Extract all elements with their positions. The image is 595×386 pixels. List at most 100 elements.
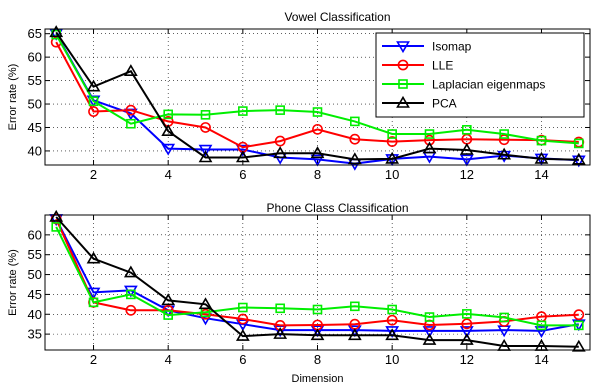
bottom-y-tick-label: 55 <box>28 247 42 262</box>
bottom-x-tick-label: 14 <box>534 352 548 367</box>
top-data-point-pca <box>86 79 101 92</box>
top-data-point-pca <box>571 152 586 165</box>
top-data-point-isomap <box>49 28 64 41</box>
top-data-point-laplacian-eigenmaps <box>424 129 435 139</box>
top-data-point-lle <box>424 134 435 146</box>
legend-swatch-marker <box>397 59 409 71</box>
top-data-point-laplacian-eigenmaps <box>387 129 397 139</box>
top-data-point-laplacian-eigenmaps <box>574 138 584 149</box>
top-y-tick-label: 55 <box>28 73 42 88</box>
top-x-tick-label: 6 <box>239 167 246 182</box>
bottom-data-point-laplacian-eigenmaps <box>51 222 61 232</box>
legend-label: LLE <box>432 59 453 73</box>
bottom-data-point-laplacian-eigenmaps <box>238 302 248 313</box>
top-data-point-pca <box>459 142 474 155</box>
bottom-data-point-pca <box>422 332 437 345</box>
top-data-point-pca <box>123 64 138 77</box>
bottom-data-point-pca <box>161 293 176 306</box>
top-y-tick-label: 60 <box>28 50 42 65</box>
top-x-tick-label: 4 <box>165 167 172 182</box>
top-series-isomap <box>49 28 586 171</box>
bottom-data-point-pca <box>347 328 362 341</box>
top-data-point-lle <box>274 135 286 147</box>
top-data-point-pca <box>497 147 512 160</box>
bottom-data-point-lle <box>125 304 137 316</box>
bottom-data-point-laplacian-eigenmaps <box>574 320 584 331</box>
top-y-tick-label: 50 <box>28 97 42 112</box>
bottom-y-tick-label: 50 <box>28 267 42 282</box>
top-data-point-isomap <box>86 95 101 108</box>
bottom-data-point-isomap <box>422 326 437 339</box>
bottom-y-axis-label: Error rate (%) <box>7 249 19 316</box>
bottom-data-point-lle <box>237 313 249 325</box>
bottom-x-tick-label: 4 <box>165 352 172 367</box>
bottom-data-point-pca <box>198 297 213 310</box>
bottom-data-point-laplacian-eigenmaps <box>275 303 285 314</box>
top-data-point-pca <box>273 146 288 159</box>
bottom-data-point-pca <box>86 251 101 264</box>
legend-entry-lle: LLE <box>382 59 453 73</box>
bottom-data-point-laplacian-eigenmaps <box>163 310 173 320</box>
bottom-y-tick-label: 60 <box>28 227 42 242</box>
top-y-tick-label: 40 <box>28 143 42 158</box>
top-data-point-isomap <box>198 144 213 157</box>
top-y-tick-label: 65 <box>28 26 42 41</box>
top-data-point-lle <box>498 134 510 146</box>
top-axes-frame <box>44 28 591 166</box>
bottom-data-point-pca <box>235 329 250 341</box>
top-data-point-isomap <box>459 154 474 167</box>
bottom-data-point-lle <box>573 309 585 321</box>
top-data-point-laplacian-eigenmaps <box>462 125 472 135</box>
bottom-series-lle <box>50 213 585 331</box>
top-y-axis-label: Error rate (%) <box>7 64 19 131</box>
bottom-data-point-isomap <box>534 326 549 339</box>
top-data-point-pca <box>235 150 250 163</box>
legend-label: PCA <box>432 97 457 111</box>
bottom-data-point-pca <box>459 332 474 345</box>
bottom-data-point-laplacian-eigenmaps <box>424 312 435 322</box>
bottom-x-axis-label: Dimension <box>292 373 344 385</box>
bottom-y-tick-label: 35 <box>28 327 42 342</box>
bottom-axes-frame <box>44 214 591 351</box>
bottom-data-point-laplacian-eigenmaps <box>312 304 323 315</box>
bottom-data-point-isomap <box>459 326 474 339</box>
top-data-point-laplacian-eigenmaps <box>536 135 547 146</box>
top-data-point-isomap <box>497 150 512 163</box>
bottom-data-point-laplacian-eigenmaps <box>350 301 360 312</box>
top-chart: 2 4 6 8 10 12 14 40 45 50 55 60 65 Vowel Classificati… <box>7 10 591 182</box>
top-data-point-laplacian-eigenmaps <box>312 107 323 117</box>
legend-label: Isomap <box>432 40 472 54</box>
top-data-point-pca <box>310 146 325 159</box>
bottom-data-point-isomap <box>385 326 400 339</box>
bottom-data-point-laplacian-eigenmaps <box>536 320 547 331</box>
top-data-point-laplacian-eigenmaps <box>275 105 285 115</box>
bottom-data-point-laplacian-eigenmaps <box>462 309 472 319</box>
top-x-tick-label: 2 <box>90 167 97 182</box>
top-data-point-laplacian-eigenmaps <box>88 96 99 107</box>
bottom-data-point-pca <box>310 328 325 341</box>
legend-entry-isomap: Isomap <box>382 40 472 54</box>
top-series-line-laplacian-eigenmaps <box>55 34 579 145</box>
top-data-point-laplacian-eigenmaps <box>126 118 136 129</box>
legend-swatch-marker <box>398 79 408 89</box>
bottom-data-point-laplacian-eigenmaps <box>499 312 509 323</box>
top-x-tick-label: 14 <box>534 167 548 182</box>
bottom-data-point-laplacian-eigenmaps <box>126 289 136 300</box>
top-x-tick-label: 12 <box>460 167 474 182</box>
top-data-point-isomap <box>571 155 586 168</box>
top-data-point-pca <box>49 25 64 38</box>
bottom-data-point-lle <box>461 318 473 330</box>
top-data-point-lle <box>200 122 211 133</box>
bottom-x-tick-label: 2 <box>90 352 97 367</box>
bottom-data-point-pca <box>571 339 586 352</box>
top-data-point-lle <box>88 106 99 117</box>
top-series-line-lle <box>55 41 579 149</box>
top-data-point-lle <box>386 136 398 147</box>
bottom-series-laplacian-eigenmaps <box>51 222 584 331</box>
bottom-x-tick-label: 6 <box>239 352 246 367</box>
top-data-point-isomap <box>310 154 325 167</box>
bottom-y-tick-label: 40 <box>28 307 42 322</box>
bottom-data-point-laplacian-eigenmaps <box>387 304 397 315</box>
bottom-data-point-isomap <box>310 325 325 338</box>
